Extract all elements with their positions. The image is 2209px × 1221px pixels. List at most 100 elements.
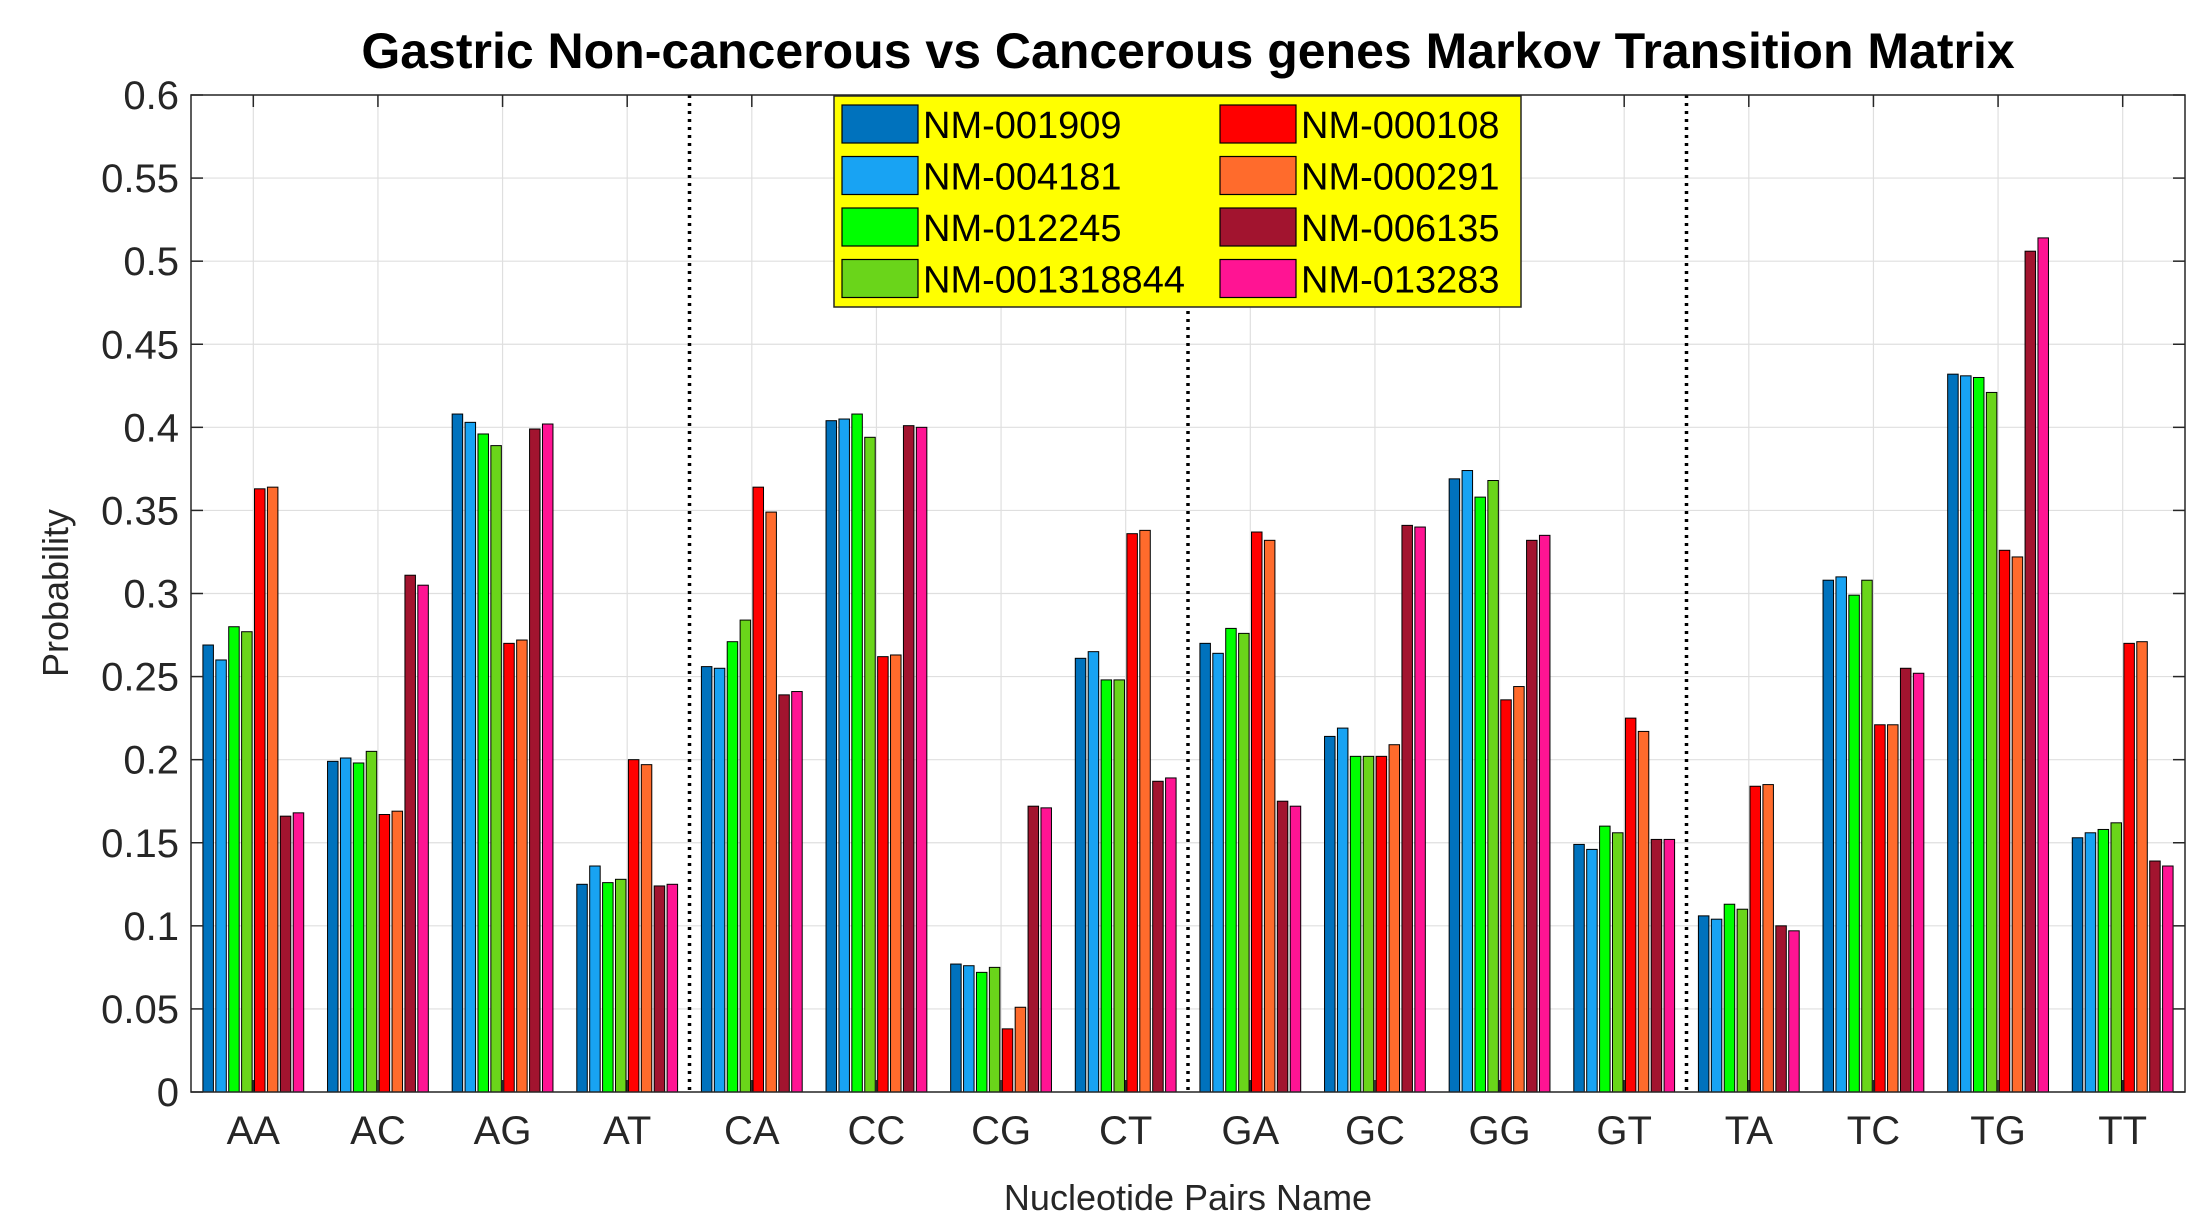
x-tick-label-tg: TG [1970, 1109, 2026, 1153]
bar-tc-nm-001909 [1822, 579, 1835, 1093]
bar-at-nm-001909 [576, 883, 588, 1093]
bar-ag-nm-012245 [477, 433, 489, 1093]
bar-gg-nm-001318844 [1487, 480, 1499, 1093]
separator-layer [687, 95, 1689, 1092]
bar-gt-nm-006135 [1650, 838, 1663, 1093]
bar-aa-nm-001318844 [241, 631, 253, 1093]
bar-tc-nm-012245 [1848, 594, 1860, 1093]
bar-gg-nm-012245 [1474, 496, 1486, 1093]
legend-label-nm-000108: NM-000108 [1301, 105, 1500, 147]
y-tick-label-12: 0.6 [123, 74, 179, 118]
bar-at-nm-013283 [666, 883, 679, 1093]
x-tick-label-tt: TT [2098, 1109, 2147, 1153]
bar-at-nm-004181 [589, 865, 601, 1093]
x-tick-label-ga: GA [1221, 1109, 1279, 1153]
bar-tt-nm-001909 [2071, 837, 2084, 1093]
bar-ac-nm-000108 [378, 814, 391, 1093]
bar-tg-nm-006135 [2024, 250, 2037, 1093]
x-tick-label-ag: AG [474, 1109, 532, 1153]
legend-swatch-nm-001318844 [841, 258, 919, 299]
legend: NM-001909 NM-004181 NM-012245 NM-001318844 N… [833, 95, 1522, 308]
bar-ac-nm-001318844 [365, 750, 378, 1093]
legend-swatch-nm-000291 [1219, 155, 1297, 196]
bar-ga-nm-013283 [1289, 805, 1302, 1093]
bar-aa-nm-012245 [228, 626, 240, 1093]
bar-tc-nm-000108 [1874, 724, 1886, 1093]
bar-at-nm-006135 [653, 885, 666, 1093]
x-tick-label-ct: CT [1099, 1109, 1152, 1153]
y-tick-label-7: 0.35 [101, 489, 179, 533]
x-tick-label-gt: GT [1596, 1109, 1652, 1153]
bar-cg-nm-013283 [1040, 807, 1052, 1093]
bar-gt-nm-004181 [1586, 848, 1598, 1093]
bar-ac-nm-012245 [352, 762, 365, 1093]
x-tick-label-aa: AA [227, 1109, 281, 1153]
bar-cg-nm-000291 [1014, 1006, 1027, 1093]
bar-cc-nm-000108 [877, 656, 889, 1093]
legend-label-nm-012245: NM-012245 [923, 208, 1122, 250]
bar-ga-nm-006135 [1276, 800, 1289, 1093]
bar-gc-nm-004181 [1336, 727, 1349, 1093]
bar-ct-nm-000108 [1126, 533, 1138, 1093]
y-tick-label-5: 0.25 [101, 656, 179, 700]
y-tick-label-3: 0.15 [101, 822, 179, 866]
bar-ac-nm-006135 [404, 574, 416, 1093]
bar-gg-nm-000291 [1513, 686, 1525, 1093]
legend-label-nm-000291: NM-000291 [1301, 157, 1500, 199]
bar-ca-nm-012245 [726, 641, 739, 1093]
bar-at-nm-012245 [602, 882, 614, 1093]
bar-cg-nm-012245 [975, 971, 988, 1093]
legend-label-nm-013283: NM-013283 [1301, 260, 1500, 302]
bar-cg-nm-001318844 [988, 966, 1001, 1093]
bar-ga-nm-000291 [1263, 539, 1276, 1093]
bar-aa-nm-000291 [266, 486, 279, 1093]
bar-ta-nm-000108 [1749, 785, 1762, 1093]
y-axis-label: Probability [35, 509, 76, 677]
bar-cc-nm-004181 [838, 418, 850, 1093]
bar-ga-nm-004181 [1212, 652, 1224, 1093]
bar-aa-nm-006135 [279, 815, 292, 1093]
x-tick-labels: AA AC AG AT CA CC CG CT GA GC GG GT TA TC TG TT [227, 95, 2147, 1153]
x-tick-label-gc: GC [1345, 1109, 1405, 1153]
x-tick-label-ta: TA [1725, 1109, 1773, 1153]
bar-gt-nm-001909 [1573, 843, 1585, 1093]
bar-ag-nm-000108 [503, 642, 515, 1093]
bar-cc-nm-006135 [902, 425, 915, 1093]
bar-ga-nm-000108 [1251, 531, 1263, 1093]
x-tick-label-cc: CC [848, 1109, 906, 1153]
y-tick-label-4: 0.2 [123, 739, 179, 783]
bar-tg-nm-001318844 [1985, 391, 1998, 1093]
bar-tg-nm-000108 [1998, 549, 2011, 1093]
bar-ct-nm-006135 [1152, 780, 1164, 1093]
bar-ca-nm-000108 [752, 486, 765, 1093]
bar-ct-nm-013283 [1165, 777, 1177, 1093]
bar-tg-nm-000291 [2011, 556, 2024, 1093]
bar-cg-nm-006135 [1027, 805, 1040, 1093]
bar-aa-nm-004181 [215, 659, 227, 1093]
bar-ga-nm-001909 [1199, 642, 1211, 1093]
bar-at-nm-000108 [627, 759, 640, 1093]
bar-gc-nm-013283 [1414, 526, 1426, 1093]
x-tick-label-tc: TC [1847, 1109, 1900, 1153]
legend-swatch-nm-013283 [1219, 258, 1297, 299]
bar-at-nm-000291 [640, 764, 653, 1093]
bar-ag-nm-000291 [516, 639, 528, 1093]
y-tick-label-8: 0.4 [123, 406, 179, 450]
bar-ag-nm-001318844 [490, 445, 502, 1093]
bar-cc-nm-001318844 [864, 436, 876, 1093]
bar-tg-nm-004181 [1960, 375, 1972, 1093]
bar-tt-nm-004181 [2084, 832, 2097, 1093]
bar-cc-nm-001909 [825, 420, 838, 1093]
y-tick-labels: 0 0.05 0.1 0.15 0.2 0.25 0.3 0.35 0.4 0.45 0.5 0.55… [101, 74, 2185, 1115]
bar-tt-nm-012245 [2097, 828, 2110, 1093]
y-tick-label-2: 0.1 [123, 905, 179, 949]
bar-gc-nm-001909 [1324, 735, 1336, 1093]
bar-tc-nm-000291 [1887, 724, 1899, 1093]
bar-cg-nm-001909 [950, 963, 962, 1093]
bar-gt-nm-000108 [1624, 717, 1637, 1093]
bar-ac-nm-013283 [417, 584, 429, 1093]
bar-aa-nm-013283 [292, 812, 305, 1093]
bar-tc-nm-013283 [1912, 672, 1925, 1093]
bar-ag-nm-001909 [451, 413, 464, 1093]
bar-ca-nm-001318844 [739, 619, 752, 1093]
